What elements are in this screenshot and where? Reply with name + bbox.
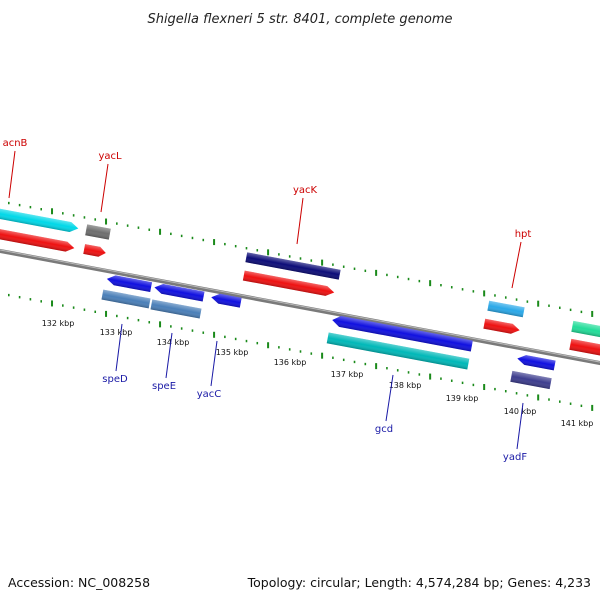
gene-label-yacL: yacL [98, 151, 122, 162]
genome-backbone [0, 248, 600, 366]
yacK-feature [245, 252, 341, 280]
speE-leader-line [165, 332, 173, 379]
speD-bar-feature [101, 289, 151, 309]
speD-feature-shade [106, 275, 153, 293]
speE-bar-feature [150, 299, 202, 319]
yadF-leader-line [516, 402, 524, 450]
yacL-feature [85, 224, 111, 240]
hpt-leader-line [511, 241, 522, 289]
kbp-label: 138 kbp [389, 381, 422, 390]
yacK-red-feature-shade [242, 270, 335, 296]
upper-tick-ruler [8, 201, 594, 317]
red-feature-1 [0, 228, 75, 252]
speE-bar-feature-shade [150, 299, 202, 319]
gcd-bar-feature-shade [326, 332, 470, 370]
edge-feature-red-shade [569, 338, 600, 356]
gene-label-acnB: acnB [3, 138, 28, 149]
speE-feature [154, 283, 205, 302]
kbp-label: 136 kbp [274, 358, 307, 367]
kbp-label: 139 kbp [446, 394, 479, 403]
acnB-feature [0, 208, 79, 232]
yadF-bar-feature [510, 370, 552, 390]
edge-feature-green-shade [571, 320, 600, 338]
hpt-feature-shade [487, 300, 525, 318]
acnB-leader-line [8, 150, 16, 199]
kbp-label: 140 kbp [504, 407, 537, 416]
yacK-leader-line [296, 197, 304, 245]
yadF-feature [517, 355, 556, 371]
gene-features [0, 208, 600, 390]
yacL-feature-shade [85, 224, 111, 240]
yacC-feature-shade [211, 293, 242, 308]
gcd-feature [332, 316, 473, 352]
gcd-feature-shade [332, 316, 473, 352]
genome-summary-text: Topology: circular; Length: 4,574,284 bp… [247, 575, 591, 590]
gcd-bar-feature [326, 332, 470, 370]
edge-feature-red [569, 338, 600, 356]
edge-feature-green [571, 320, 600, 338]
yacL-red-feature [83, 244, 106, 257]
kbp-label: 137 kbp [331, 370, 364, 379]
kbp-label: 135 kbp [216, 348, 249, 357]
gene-label-yacC: yacC [197, 389, 222, 400]
kbp-label: 141 kbp [561, 419, 594, 428]
yadF-feature-shade [517, 355, 556, 371]
gene-labels: acnB yacL yacK hpt speD speE yacC gcd yadF [3, 138, 532, 463]
lower-tick-ruler [8, 293, 594, 411]
gcd-leader-line [385, 374, 394, 422]
hpt-red-feature-shade [483, 318, 520, 334]
kbp-label: 133 kbp [100, 328, 133, 337]
yacC-feature [211, 293, 242, 308]
gene-label-speD: speD [102, 374, 128, 385]
yadF-bar-feature-shade [510, 370, 552, 390]
gene-label-gcd: gcd [375, 424, 393, 435]
speE-feature-shade [154, 283, 205, 302]
yacK-red-feature [242, 270, 335, 296]
yacC-leader-line [210, 340, 218, 387]
yacK-feature-shade [245, 252, 341, 280]
yacL-leader-line [100, 163, 109, 213]
speD-leader-line [115, 323, 123, 372]
gene-label-speE: speE [152, 381, 176, 392]
kbp-scale-labels: 132 kbp 133 kbp 134 kbp 135 kbp 136 kbp 137 k… [42, 319, 594, 428]
hpt-feature [487, 300, 525, 318]
kbp-label: 134 kbp [157, 338, 190, 347]
gene-label-hpt: hpt [515, 229, 532, 240]
speD-feature [106, 275, 153, 293]
accession-text: Accession: NC_008258 [8, 575, 150, 590]
kbp-label: 132 kbp [42, 319, 75, 328]
map-title: Shigella flexneri 5 str. 8401, complete … [147, 12, 452, 27]
speD-bar-feature-shade [101, 289, 151, 309]
red-feature-1-shade [0, 228, 75, 252]
yacL-red-feature-shade [83, 244, 106, 257]
hpt-red-feature [483, 318, 520, 334]
gene-label-yadF: yadF [503, 452, 527, 463]
gene-label-yacK: yacK [293, 185, 318, 196]
acnB-feature-shade [0, 208, 79, 232]
genome-backbone-highlight [0, 249, 600, 363]
